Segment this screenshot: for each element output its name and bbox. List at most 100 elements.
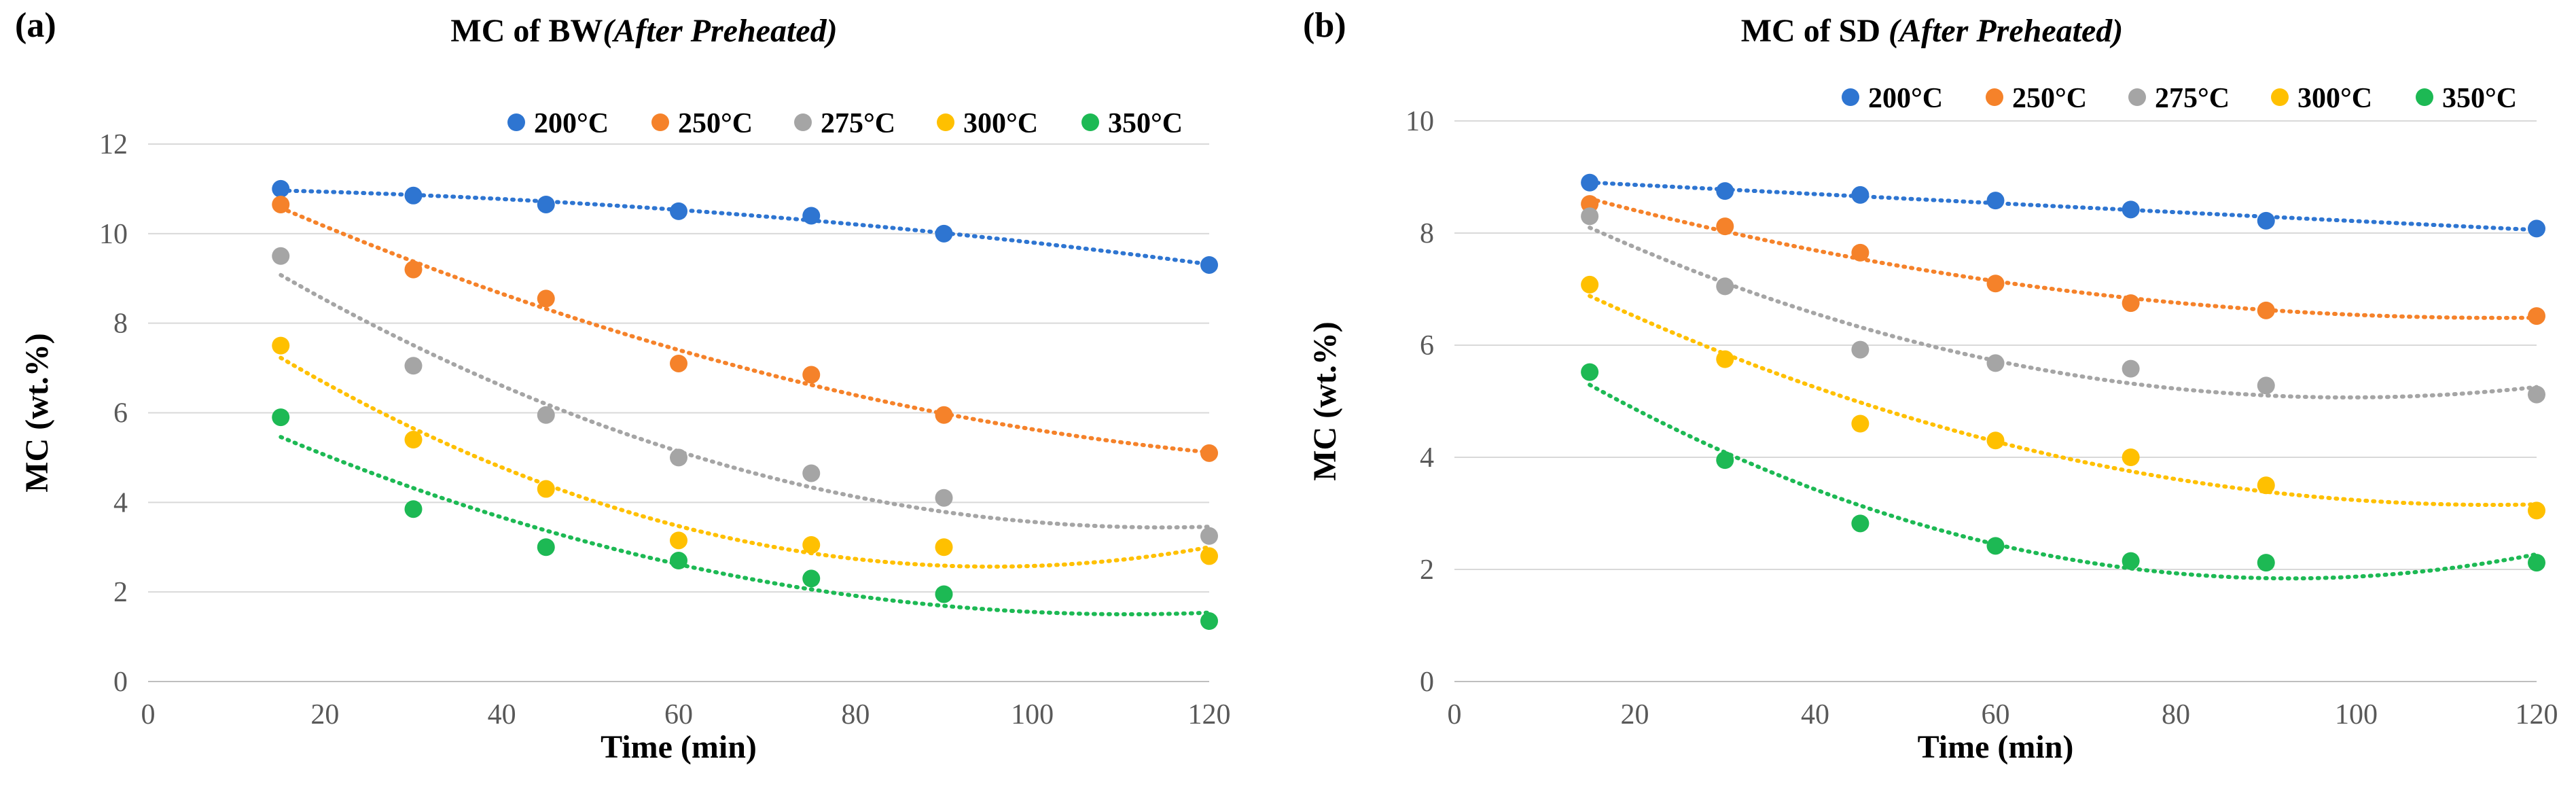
y-tick-label-b-4: 8 (1420, 218, 1434, 249)
x-tick-label-a-1: 20 (310, 699, 339, 730)
y-tick-label-b-1: 2 (1420, 554, 1434, 586)
point-a-0-6 (1200, 255, 1218, 274)
point-b-1-1 (1716, 217, 1734, 236)
point-a-4-4 (802, 569, 821, 588)
x-tick-label-b-2: 40 (1801, 699, 1829, 730)
point-b-0-5 (2257, 211, 2275, 230)
point-a-3-2 (537, 480, 555, 498)
y-tick-label-b-0: 0 (1420, 667, 1434, 698)
point-a-0-5 (935, 224, 953, 243)
point-b-4-1 (1716, 451, 1734, 470)
point-b-0-2 (1851, 186, 1870, 204)
panel-label-b: (b) (1303, 6, 1346, 45)
x-tick-label-a-2: 40 (488, 699, 516, 730)
chart-title-b-main: MC of SD (1740, 13, 1889, 49)
point-b-0-4 (2122, 200, 2140, 219)
trendline-b-2 (1588, 226, 2539, 400)
trendline-a-4 (279, 435, 1211, 616)
point-b-4-2 (1851, 514, 1870, 533)
point-b-4-4 (2122, 552, 2140, 570)
point-b-3-2 (1851, 414, 1870, 433)
point-b-1-6 (2528, 307, 2545, 325)
point-a-2-6 (1200, 527, 1218, 545)
point-a-0-3 (670, 202, 687, 220)
legend-marker-b-2 (2128, 88, 2146, 106)
legend-label-b-2: 275°C (2155, 83, 2230, 114)
point-b-4-0 (1581, 363, 1599, 381)
legend-marker-b-0 (1842, 88, 1859, 106)
point-b-0-0 (1581, 173, 1599, 192)
x-tick-label-b-4: 80 (2162, 699, 2190, 730)
point-b-1-4 (2122, 294, 2140, 313)
y-tick-label-a-6: 12 (99, 129, 128, 160)
point-a-0-2 (537, 195, 555, 213)
trendline-a-0 (279, 188, 1211, 266)
point-b-2-4 (2122, 359, 2140, 378)
legend-marker-a-4 (1081, 113, 1099, 131)
x-axis-label-b: Time (min) (1918, 729, 2074, 765)
x-tick-label-a-5: 100 (1011, 699, 1054, 730)
chart-title-b: MC of SD (After Preheated) (1288, 12, 2576, 50)
point-a-3-5 (935, 538, 953, 556)
legend-marker-a-1 (651, 113, 669, 131)
y-tick-label-a-3: 6 (113, 398, 128, 429)
x-tick-label-b-3: 60 (1982, 699, 2010, 730)
x-tick-label-a-3: 60 (664, 699, 693, 730)
point-b-3-5 (2257, 476, 2275, 495)
chart-title-a: MC of BW(After Preheated) (0, 12, 1288, 50)
point-b-2-0 (1581, 207, 1599, 226)
trendline-a-1 (279, 205, 1211, 455)
point-b-1-5 (2257, 301, 2275, 319)
trendline-b-3 (1588, 294, 2539, 507)
legend-label-a-3: 300°C (963, 108, 1038, 139)
x-tick-label-a-4: 80 (841, 699, 870, 730)
point-a-0-0 (272, 179, 290, 198)
trendline-a-3 (279, 355, 1211, 569)
legend-marker-b-4 (2416, 88, 2433, 106)
y-tick-label-a-0: 0 (113, 667, 128, 698)
point-b-3-4 (2122, 448, 2140, 466)
y-axis-label-a: MC (wt.%) (19, 333, 55, 493)
point-a-2-4 (802, 464, 821, 482)
trendline-b-0 (1588, 180, 2539, 232)
legend-label-a-0: 200°C (534, 108, 609, 139)
point-a-3-4 (802, 535, 821, 554)
point-a-4-0 (272, 408, 290, 427)
y-tick-label-a-2: 4 (113, 487, 128, 518)
point-b-4-6 (2528, 554, 2545, 572)
point-a-2-0 (272, 247, 290, 265)
legend-label-b-3: 300°C (2297, 83, 2372, 114)
point-b-2-2 (1851, 340, 1870, 359)
point-a-0-4 (802, 207, 821, 225)
y-tick-label-a-1: 2 (113, 577, 128, 608)
y-tick-label-b-2: 4 (1420, 442, 1434, 474)
x-tick-label-a-0: 0 (141, 699, 156, 730)
legend-marker-a-2 (794, 113, 812, 131)
legend-label-a-4: 350°C (1108, 108, 1183, 139)
panel-label-a: (a) (15, 6, 56, 45)
point-b-4-3 (1986, 537, 2005, 555)
chart-panel-b: 0 2 4 6 8 10 0 20 40 60 80 100 120 Time (min) MC (wt.%… (1288, 0, 2576, 795)
point-a-0-1 (404, 186, 423, 205)
y-axis-label-b: MC (wt.%) (1307, 321, 1343, 481)
y-tick-label-b-3: 6 (1420, 330, 1434, 361)
point-a-4-3 (670, 552, 687, 570)
chart-panel-a: 0 2 4 6 8 10 12 0 20 40 60 80 100 120 Time (min) MC (wt… (0, 6, 1288, 765)
trendline-b-1 (1588, 196, 2539, 320)
point-a-3-0 (272, 336, 290, 355)
point-a-4-5 (935, 585, 953, 603)
point-b-2-3 (1986, 354, 2005, 372)
x-axis-label-a: Time (min) (601, 729, 757, 765)
x-tick-label-b-0: 0 (1448, 699, 1462, 730)
point-a-2-2 (537, 406, 555, 424)
legend-label-a-1: 250°C (678, 108, 753, 139)
x-tick-label-b-6: 120 (2516, 699, 2558, 730)
x-tick-label-a-6: 120 (1188, 699, 1231, 730)
x-tick-label-b-1: 20 (1621, 699, 1649, 730)
point-b-0-6 (2528, 219, 2545, 238)
point-a-1-0 (272, 195, 290, 213)
point-a-1-1 (404, 260, 423, 279)
point-b-3-6 (2528, 501, 2545, 520)
y-tick-label-b-5: 10 (1406, 106, 1434, 137)
